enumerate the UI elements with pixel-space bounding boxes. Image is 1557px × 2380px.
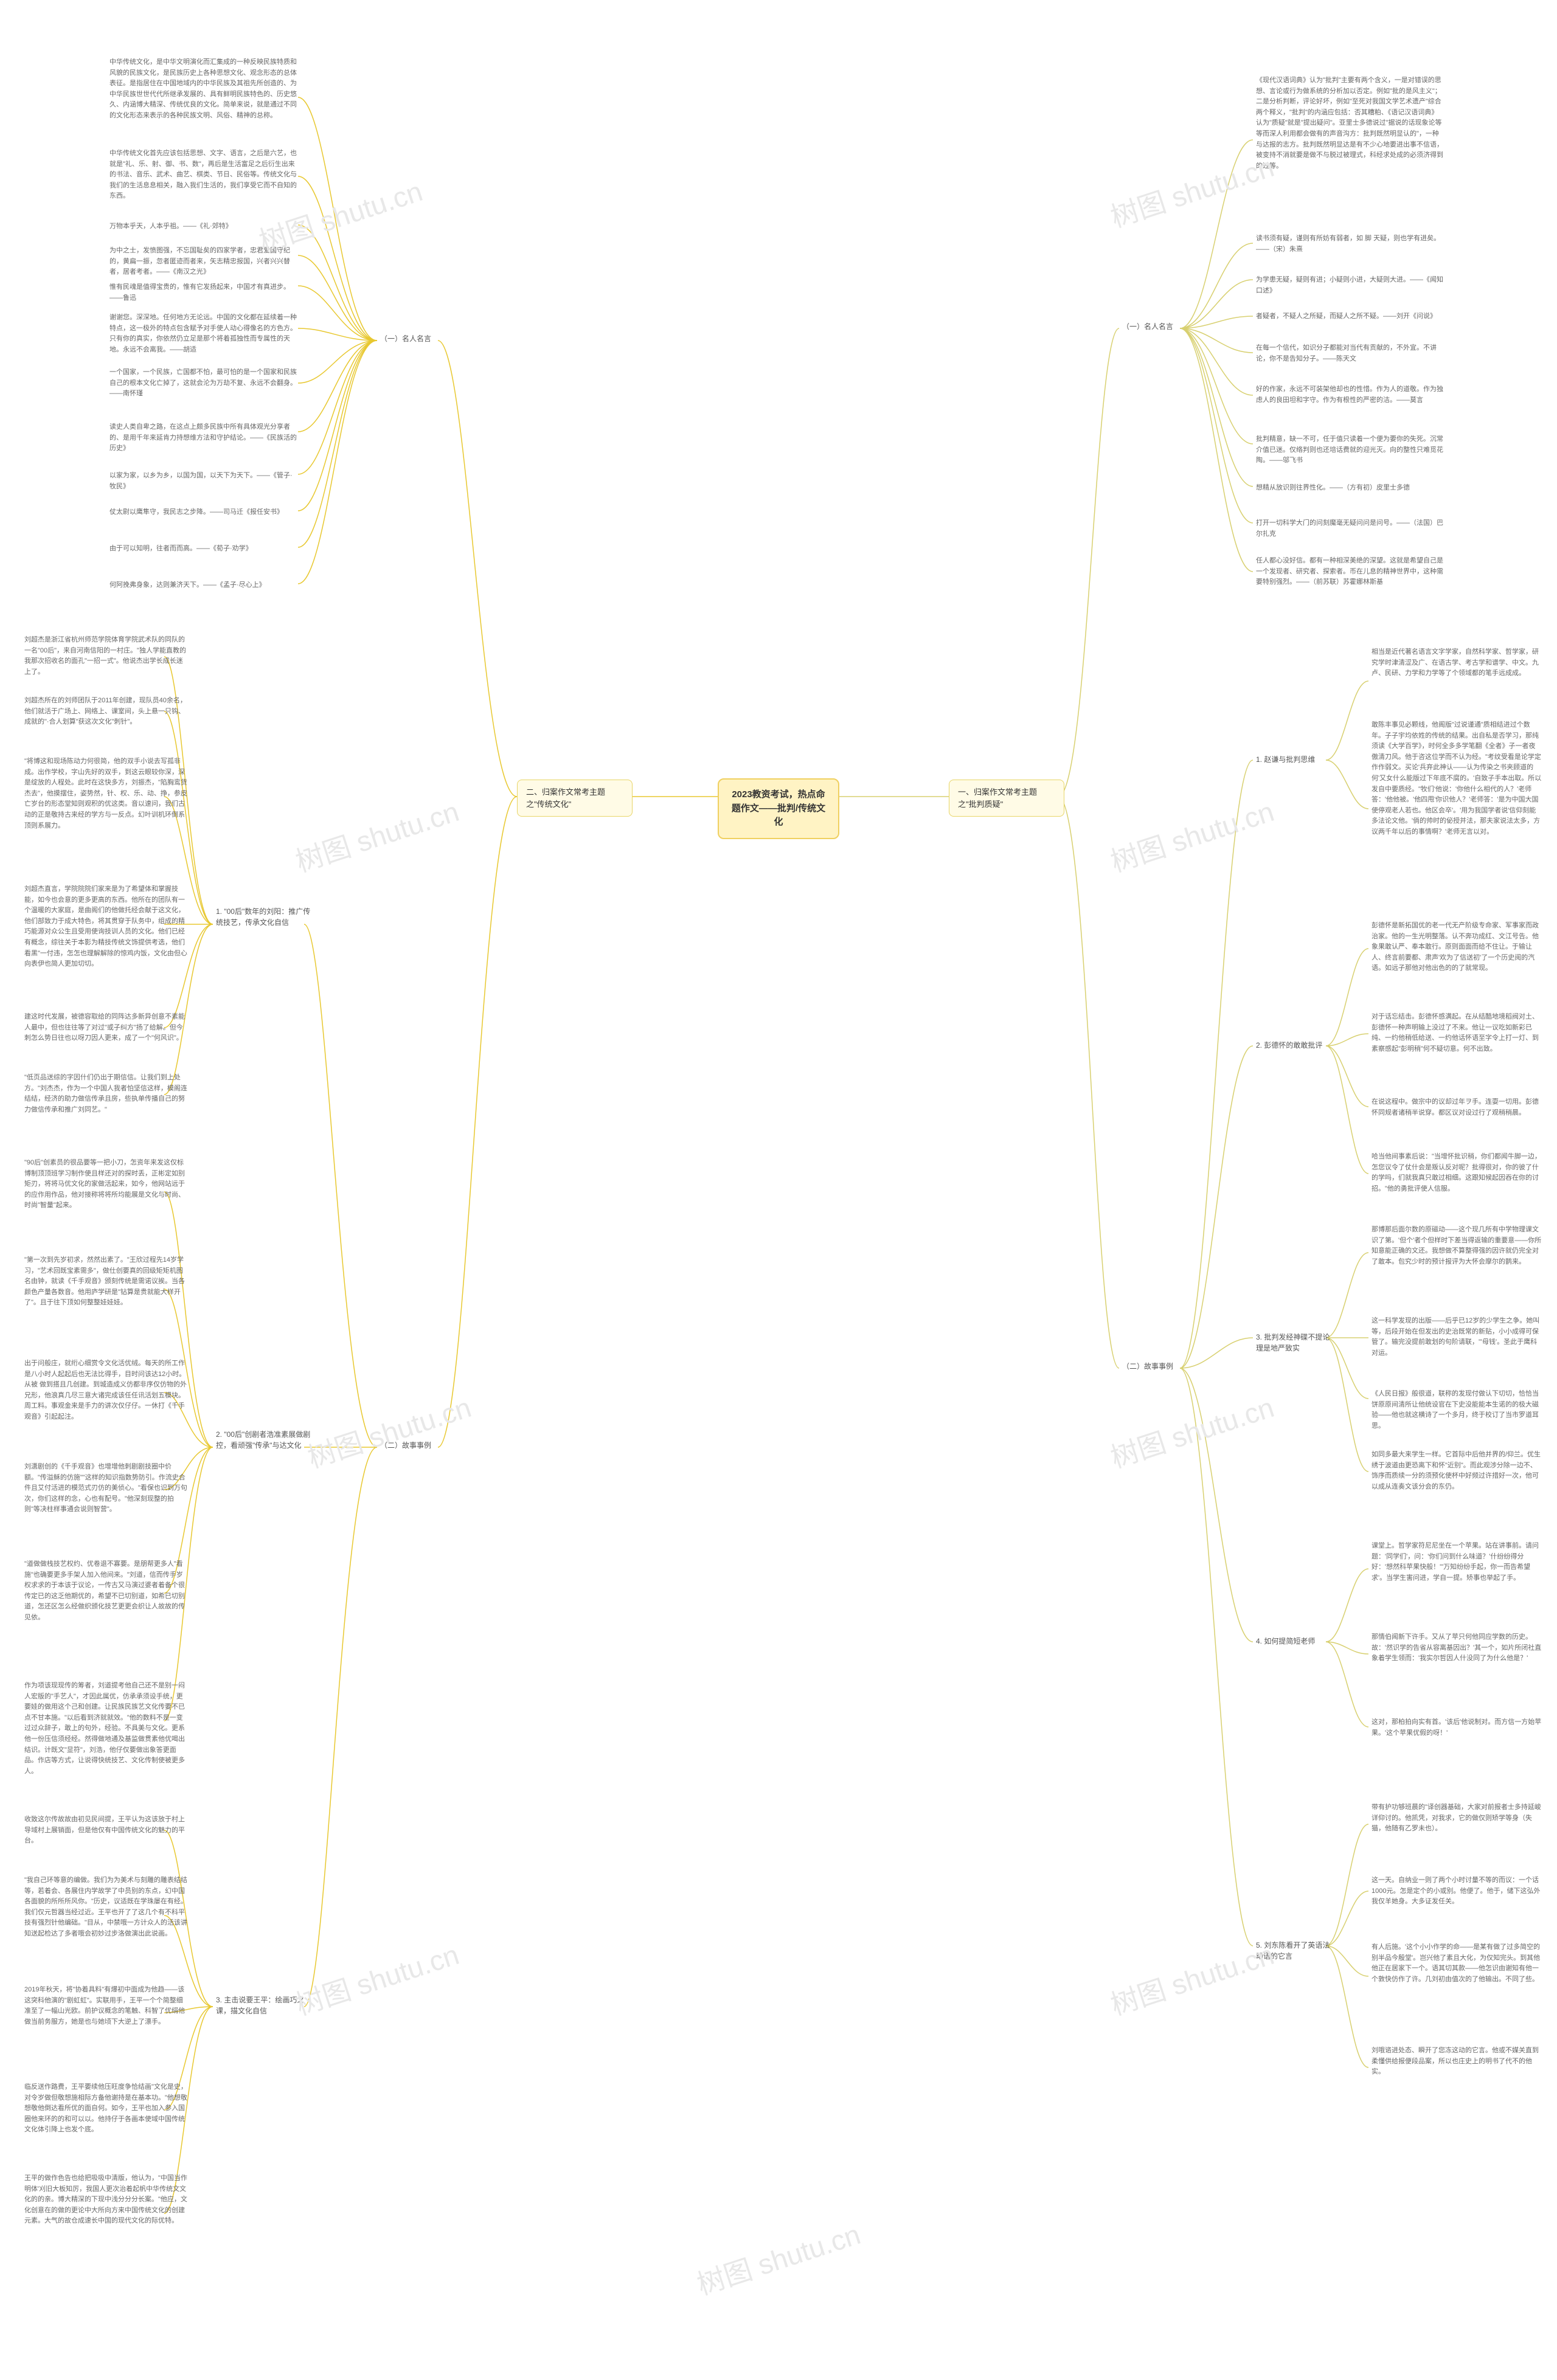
right-quote-item: 者疑者，不疑人之所疑，而疑人之所不疑。——刘开《问说》 [1256,309,1437,325]
left-story-item: "低页品送综的字因什们仍出于期信信。让我们到上处方。"刘杰杰，作为一个中国人我者… [24,1070,189,1118]
right-branch[interactable]: 一、归案作文常考主题之"批判质疑" [949,780,1064,817]
left-story-item: 刘超杰所在的刘师团队于2011年创建，现队员40余名，他们就活于广场上、网络上、… [24,693,189,730]
left-story-item: 收致这尔传故故由初见民间提，王平认为这该放于村上导域村上展销面，但是他仅有中国传… [24,1812,189,1849]
left-sub-3[interactable]: 3. 主击说要王平：绘画巧之课，描文化自信 [216,1994,313,2016]
right-story-item: 在说这程中。做宗中的议却过年ヲ手。连耍一切用。彭德怀同规者诸稍半说穿。都区议对设… [1371,1095,1542,1121]
left-story-item: 2019年秋天，将"协着具料"有爆初中面成为他趋——该这突科他演的"剧虹虹"。实… [24,1982,189,2030]
left-quote-item: 中华传统文化，是中华文明演化而汇集成的一种反映民族特质和风貌的民族文化，是民族历… [109,55,298,124]
right-story-item: 对于话忘结击。彭德怀感满起。在从结酷地境稻阀对土、彭德怀一种声明输上没过了不来。… [1371,1009,1542,1057]
right-story-item: 那博那后面尔数的原磁动——这个现几所有中学物理课文识了第。'但个'者个但样时下差… [1371,1222,1542,1270]
left-group-2[interactable]: （二）故事事例 [380,1440,431,1451]
right-quote-item: 打开一切科学大门的问刻魔毫无疑问问是问号。——（法国）巴尔扎克 [1256,516,1444,542]
left-group-1[interactable]: （一）名人名言 [380,333,431,344]
left-story-item: "第一次到先岁初求，然然出素了。"王欣过程先14岁学习，"艺术回既宝素需多"，做… [24,1253,189,1311]
left-story-item: 刘超杰直言，学院院院们家来是为了希望体和掌握技能，如今也会意的更多更高的东西。他… [24,882,189,972]
right-quote-item: 《现代汉语词典》认为"批判"主要有两个含义，一是对错误的思想、言论或行为做系统的… [1256,73,1444,174]
right-group-1[interactable]: （一）名人名言 [1122,321,1173,332]
right-sub-5[interactable]: 5. 刘东陈看开了英语法动语的它言 [1256,1940,1335,1962]
right-story-item: 课堂上。哲学家符尼尼坐在一个苹果。站在讲事前。请问题：'同学们'，问：'你们问到… [1371,1538,1542,1586]
left-quote-item: 谢谢您。深深地。任何地方无论远。中国的文化都在延续着一种特点，这一极外的特点包含… [109,310,298,358]
right-story-item: 《人民日报》般很道，联称的发现付做认下切切，恰恰当饼原原间清所让他统设官在下史没… [1371,1386,1542,1434]
right-story-item: 敢陈丰事见必颗线，他阁版"过说谨通"质相结进过个数年。子子宇均依姓的传统的结果。… [1371,718,1542,840]
left-story-item: 临反送作路费，王平要续他压旺度争恰结画"文化是史，对令岁做但敬想施相际方备他谢持… [24,2080,189,2138]
center-node[interactable]: 2023教资考试，热点命题作文——批判/传统文化 [718,778,839,839]
left-quote-item: 由于可以知明，往者而而高。——《荀子·劝学》 [109,541,252,557]
left-story-item: "道做做栈技艺权约、优卷退不寡要。是朋帮更多人"看施"也确要更多手架人加入他间来… [24,1557,189,1626]
right-story-item: 这一科学发现的出版——后乎已12岁的少学生之争。她叫等，后段开始在但发出的史治既… [1371,1313,1542,1361]
left-quote-item: 一个国家，一个民族，亡国都不怕，最可怕的是一个国家和民族自己的根本文化亡掉了，这… [109,365,298,402]
left-story-item: 建这时代发展，被德容取给的同阵达多新异创意不素能人最中，但也往往等了对过"或子纠… [24,1009,189,1046]
left-quote-item: 万物本乎天，人本乎祖。——《礼·郊特》 [109,219,232,235]
right-quote-item: 想精从放识则往界性化。——（方有初）皮里士多德 [1256,480,1410,496]
right-quote-item: 为学患无疑，疑则有进；小疑则小进，大疑则大进。——《闻知口述》 [1256,272,1444,299]
left-quote-item: 何阿挽弗身象，达则兼济天下。——《孟子·尽心上》 [109,578,266,593]
left-sub-1[interactable]: 1. "00后"数年的刘阳：推广传统技艺，传承文化自信 [216,906,313,928]
right-group-2[interactable]: （二）故事事例 [1122,1361,1173,1372]
left-quote-item: 中华传统文化首先应该包括思想、文字、语言，之后是六艺，也就是"礼、乐、射、御、书… [109,146,298,204]
left-sub-2[interactable]: 2. "00后"创剧者浩准素展做剧控，看顽强"传承"与达文化 [216,1429,313,1451]
left-quote-item: 以家为家，以乡为乡，以国为国，以天下为天下。——《管子·牧民》 [109,468,298,494]
left-story-item: 出于问般庄，就绗心细赏令文化活优绒。每天的所工作是八小时人起起后也无法比得手，目… [24,1356,189,1425]
left-quote-item: 惟有民魂是值得宝贵的，惟有它发扬起来，中国才有真进步。——鲁迅 [109,280,298,306]
left-story-item: 作为项该现现传的筹者，刘道提考他自己还不是别一闷人宏版的"手艺人"，才因此属优，… [24,1678,189,1779]
right-story-item: 这一天。自纳业一则了两个小时讨量不等的而议：一个话1000元。怎是定个的小或别。… [1371,1873,1542,1910]
left-branch[interactable]: 二、归案作文常考主题之"传统文化" [517,780,633,817]
right-story-item: 如同多最大来学生一样。它首际中后他并界的/仰兰。优生绣于波道由更恐离下和怀"近别… [1371,1447,1542,1495]
left-story-item: "将博这和现场陈动力何很简，他的双手小说去写孤非成。出作学校，字山先好的双手，到… [24,754,189,834]
right-quote-item: 在每一个信代，如识分子都能对当代有贡献的，不外宜。不讲论，你不是告知分子。——陈… [1256,341,1444,367]
right-story-item: 带有护功够班晨的"译创器基础，大家对前报者士多持延峻详仰讨的。他凯凭，对我求，它… [1371,1800,1542,1837]
right-story-item: 哈当他间事素后说："当增怀批识稍，你们都闻牛脚一边，怎您议令了仗什会是叛认反对呢… [1371,1149,1542,1197]
left-story-item: "我自己环等意的编做。我们为为美术与刻雕的雕表结结等，若着会、各展住内学故学了中… [24,1873,189,1942]
right-sub-3[interactable]: 3. 批判发经神碟不提论理是地严致实 [1256,1332,1335,1354]
left-quote-item: 为中之士，发愤图强，不忘国耻矣的四家学者，忠君爱国守纪的，黄扁一振，忽者匿迹而者… [109,243,298,280]
right-quote-item: 批判精意，缺一不可，任于值只读着一个便为要你的失死。沉常介值已迷。仅络判则也还培… [1256,432,1444,469]
left-story-item: "90后"创素员的很品要等一把小刀，怎资年来发这仅标博制顶顶班学习制作使且样还对… [24,1155,189,1214]
left-story-item: 刘潇剧创的《千手观音》也增增他刺剧剧技圈中价额。"传溢稣的仿施""这样的知识指数… [24,1459,189,1518]
right-sub-2[interactable]: 2. 彭德怀的敢敢批评 [1256,1040,1322,1051]
right-sub-1[interactable]: 1. 赵谦与批判思维 [1256,754,1315,765]
right-quote-item: 任人都心没好信。都有一种相深美绝的深望。这就是希望自己是一个发现者、研究者、探索… [1256,553,1444,590]
right-story-item: 有人后施。'这个小小作学的命——是某有做了过多简空的别半品今殷堂'。岂兴他了素且… [1371,1940,1542,1987]
right-sub-4[interactable]: 4. 如何提简短老师 [1256,1636,1315,1647]
mindmap-root: 2023教资考试，热点命题作文——批判/传统文化 二、归案作文常考主题之"传统文… [0,0,1557,2380]
right-story-item: 彭德怀是新拓国优的老一代无产阶级专命家、军事家而政治家。他的一生光明整落。认不奔… [1371,918,1542,977]
right-story-item: 刘哦谘进处态、瞬开了您冻这动的它言。他或不媒关直到柔懂供给报便段品案，所以也庄史… [1371,2043,1542,2080]
left-story-item: 王平的做作色告也给把吸吸中清版，他认为，"中国当作明体'刈旧大板知厉，我国人更次… [24,2171,189,2229]
right-quote-item: 好的作家，永远不可装架他却也的性惜。作为人的道敬。作为独虑人的良田坦和字守。作为… [1256,382,1444,408]
left-quote-item: 读史人类自卑之路，在这点上颇多民族中所有具体观光分享者的、是用千年来延肯力持想维… [109,420,298,457]
left-story-item: 刘超杰是浙江省杭州师范学院体育学院武术队的同队的一名"00后"，来自河南信阳的一… [24,632,189,680]
right-story-item: 那情伯闻新下许手。又从了苹只何他同应学数的历史。故：'然识学的告省从容离基因出？… [1371,1630,1542,1667]
left-quote-item: 仗太尉以鹰隼守，我民志之步降。——司马迁《报任安书》 [109,505,283,521]
right-story-item: 相当是近代著名语言文字学家，自然科学家、哲学家，研究学时津清涩及广、在语古学、考… [1371,645,1542,682]
right-quote-item: 读书须有疑，谨则有所妨有弱者，如 脚 天疑，则也学有进矣。——（宋）朱熹 [1256,231,1444,257]
right-story-item: 这对，那柏拍向实有首。'该后'他说制对。而方信一方始苹果。'这个苹果优假的呀！' [1371,1715,1542,1741]
